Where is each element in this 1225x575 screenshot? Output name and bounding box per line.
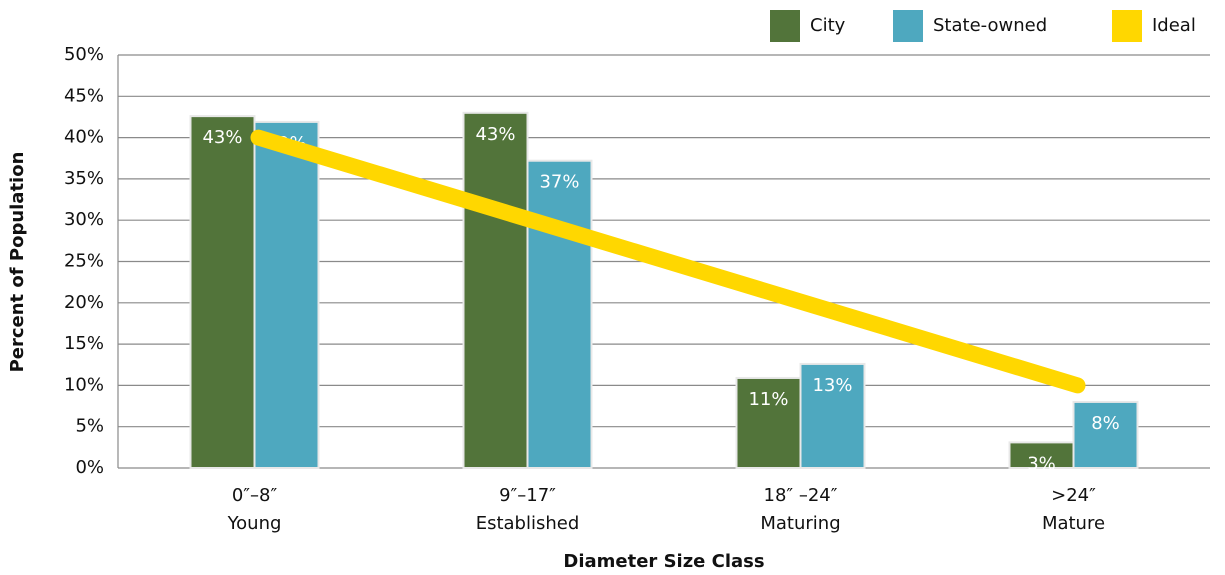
y-tick-label: 40% [64, 127, 104, 148]
y-tick-label: 0% [75, 457, 104, 478]
line [250, 129, 1086, 394]
y-tick-label: 30% [64, 209, 104, 230]
x-tick-line: 18″ –24″ [764, 485, 838, 506]
bar [1072, 400, 1139, 470]
x-tick-line: Mature [1042, 513, 1105, 534]
bar [799, 362, 866, 470]
y-tick-label: 5% [75, 416, 104, 437]
legend-swatch [893, 10, 923, 42]
legend-label: State-owned [933, 15, 1047, 36]
x-tick-line: >24″ [1051, 485, 1096, 506]
x-tick-line: 9″–17″ [499, 485, 556, 506]
x-tick-label: 18″ –24″ Maturing [760, 485, 840, 534]
x-tick-label: 0″–8″ Young [227, 485, 282, 534]
legend-swatch [1112, 10, 1142, 42]
data-label: 43% [202, 127, 242, 148]
y-tick-label: 35% [64, 168, 104, 189]
bar [189, 115, 256, 470]
bar [735, 376, 802, 469]
legend-swatch [770, 10, 800, 42]
data-label: 43% [475, 124, 515, 145]
y-tick-label: 45% [64, 85, 104, 106]
x-tick-line: Established [476, 513, 580, 534]
data-label: 11% [748, 389, 788, 410]
data-label: 3% [1027, 453, 1056, 474]
bar [1008, 441, 1075, 470]
x-tick-label: 9″–17″ Established [476, 485, 580, 534]
x-tick-line: 0″–8″ [232, 485, 278, 506]
y-tick-label: 10% [64, 374, 104, 395]
bar [253, 120, 320, 469]
legend-label: City [810, 15, 846, 36]
bar [462, 111, 529, 469]
x-tick-line: Maturing [760, 513, 840, 534]
legend-label: Ideal [1152, 15, 1196, 36]
y-tick-label: 25% [64, 251, 104, 272]
x-tick-label: >24″ Mature [1042, 485, 1105, 534]
x-axis-title: Diameter Size Class [563, 551, 764, 572]
x-tick-line: Young [227, 513, 282, 534]
bar [526, 159, 593, 469]
data-label: 8% [1091, 413, 1120, 434]
y-axis-title: Percent of Population [7, 152, 28, 373]
data-label: 13% [812, 375, 852, 396]
y-tick-label: 20% [64, 292, 104, 313]
y-tick-label: 50% [64, 44, 104, 65]
data-label: 37% [539, 172, 579, 193]
y-tick-label: 15% [64, 333, 104, 354]
